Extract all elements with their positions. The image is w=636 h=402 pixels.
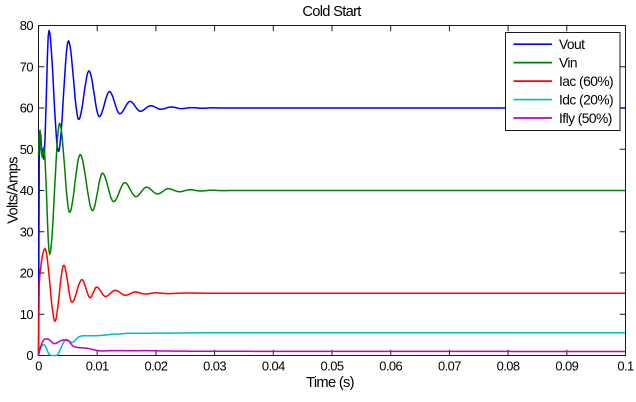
svg-text:40: 40 [20, 183, 34, 198]
svg-text:0.08: 0.08 [497, 358, 520, 373]
svg-text:Idc (20%): Idc (20%) [559, 93, 613, 108]
svg-text:0.09: 0.09 [555, 358, 578, 373]
svg-text:Time (s): Time (s) [306, 375, 354, 391]
svg-text:0.1: 0.1 [617, 358, 634, 373]
svg-text:60: 60 [20, 101, 34, 116]
svg-text:0: 0 [35, 358, 42, 373]
svg-text:70: 70 [20, 59, 34, 74]
svg-text:10: 10 [20, 307, 34, 322]
svg-text:0.02: 0.02 [144, 358, 167, 373]
svg-text:0.05: 0.05 [321, 358, 344, 373]
svg-text:Iac (60%): Iac (60%) [559, 74, 613, 89]
svg-text:80: 80 [20, 18, 34, 33]
svg-text:0.01: 0.01 [86, 358, 109, 373]
svg-text:0.07: 0.07 [438, 358, 461, 373]
svg-text:Vout: Vout [559, 37, 585, 52]
svg-text:Vin: Vin [559, 56, 577, 71]
svg-text:50: 50 [20, 142, 34, 157]
svg-text:Volts/Amps: Volts/Amps [6, 157, 22, 224]
svg-text:Ifly (50%): Ifly (50%) [559, 111, 612, 126]
svg-text:20: 20 [20, 266, 34, 281]
svg-text:0: 0 [26, 348, 33, 363]
svg-text:0.06: 0.06 [379, 358, 402, 373]
svg-text:0.03: 0.03 [203, 358, 226, 373]
svg-text:30: 30 [20, 224, 34, 239]
svg-text:0.04: 0.04 [262, 358, 285, 373]
svg-text:Cold Start: Cold Start [302, 4, 361, 20]
